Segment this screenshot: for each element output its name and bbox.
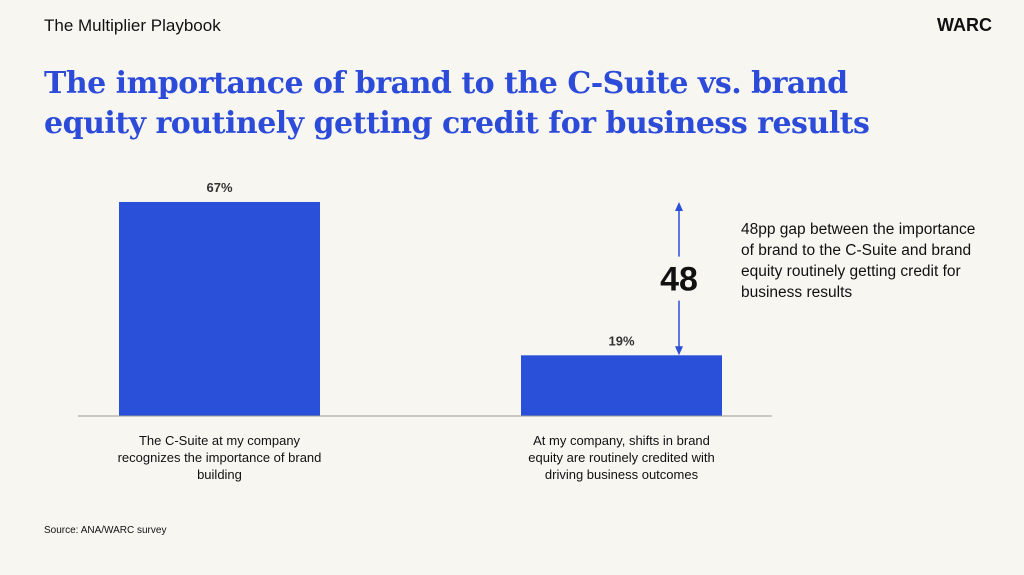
bar [119, 201, 320, 416]
arrow-head [675, 201, 683, 211]
bar [521, 355, 722, 416]
category-label: The C-Suite at my company recognizes the… [117, 433, 322, 482]
value-label: 67% [206, 180, 232, 195]
logo: WARC [937, 15, 992, 35]
chart-title: The importance of brand to the C-Suite v… [44, 66, 870, 141]
gap-label: 48 [660, 261, 698, 299]
arrow-head [675, 346, 683, 356]
header-title: The Multiplier Playbook [44, 16, 221, 35]
value-label: 19% [608, 333, 634, 348]
category-label: At my company, shifts in brand equity ar… [528, 433, 715, 482]
annotation-text: 48pp gap between the importance of brand… [741, 221, 976, 301]
source: Source: ANA/WARC survey [44, 525, 167, 536]
